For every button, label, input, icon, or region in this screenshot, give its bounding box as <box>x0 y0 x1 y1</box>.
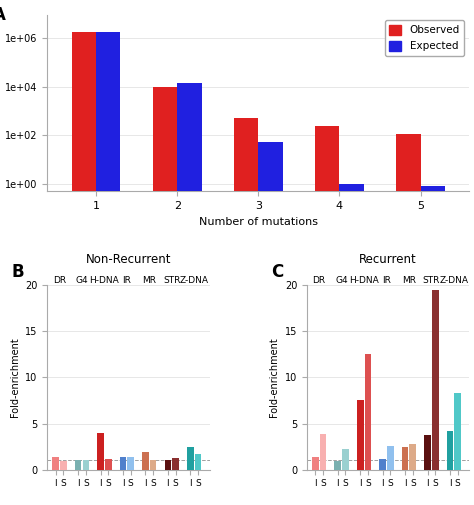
Bar <box>120 457 127 470</box>
Bar <box>75 460 82 470</box>
Bar <box>315 126 339 505</box>
Text: MR: MR <box>142 276 156 285</box>
Y-axis label: Fold-enrichment: Fold-enrichment <box>10 337 20 417</box>
Bar <box>128 457 134 470</box>
Bar <box>177 83 201 505</box>
Bar <box>335 462 341 470</box>
Bar <box>432 290 438 470</box>
Bar <box>396 133 420 505</box>
Text: A: A <box>0 7 5 24</box>
Text: STR: STR <box>423 276 440 285</box>
Text: Z-DNA: Z-DNA <box>180 276 209 285</box>
Bar <box>339 184 364 505</box>
Bar <box>72 32 96 505</box>
Text: B: B <box>12 263 24 281</box>
Bar <box>387 445 393 470</box>
Bar <box>342 449 349 470</box>
Bar <box>97 433 104 470</box>
Text: DR: DR <box>53 276 66 285</box>
Bar <box>60 461 67 470</box>
Text: G4: G4 <box>335 276 348 285</box>
Bar <box>319 434 326 470</box>
Bar <box>142 452 149 470</box>
Bar <box>379 459 386 470</box>
Text: C: C <box>271 263 283 281</box>
Bar <box>234 119 258 505</box>
Text: MR: MR <box>402 276 416 285</box>
Bar <box>195 454 201 470</box>
Bar <box>105 459 111 470</box>
Text: Z-DNA: Z-DNA <box>439 276 468 285</box>
Bar <box>82 461 89 470</box>
Bar <box>402 446 409 470</box>
Legend: Observed, Expected: Observed, Expected <box>384 20 464 56</box>
Y-axis label: Fold-enrichment: Fold-enrichment <box>269 337 279 417</box>
Bar <box>258 142 283 505</box>
Text: G4: G4 <box>76 276 88 285</box>
Bar <box>150 460 156 470</box>
Bar <box>410 444 416 470</box>
Text: H-DNA: H-DNA <box>349 276 379 285</box>
Bar <box>96 32 120 505</box>
Title: Non-Recurrent: Non-Recurrent <box>86 253 171 266</box>
Bar <box>153 87 177 505</box>
Bar <box>447 431 453 470</box>
Bar <box>420 186 445 505</box>
Bar <box>53 457 59 470</box>
Bar <box>172 458 179 470</box>
Text: IR: IR <box>382 276 391 285</box>
Bar <box>357 400 364 470</box>
Title: Recurrent: Recurrent <box>359 253 417 266</box>
Bar <box>454 393 461 470</box>
Bar <box>187 446 194 470</box>
Bar <box>365 355 371 470</box>
Text: H-DNA: H-DNA <box>90 276 119 285</box>
Bar <box>424 435 431 470</box>
Text: IR: IR <box>122 276 131 285</box>
Text: STR: STR <box>163 276 181 285</box>
Bar <box>164 460 171 470</box>
X-axis label: Number of mutations: Number of mutations <box>199 217 318 227</box>
Bar <box>312 457 319 470</box>
Text: DR: DR <box>312 276 326 285</box>
